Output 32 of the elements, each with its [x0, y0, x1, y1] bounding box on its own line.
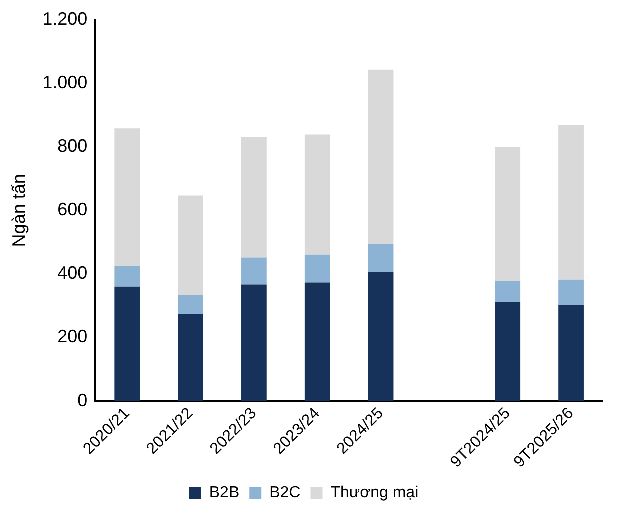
- bar: [304, 134, 330, 255]
- bar: [558, 126, 584, 280]
- bar: [368, 272, 394, 402]
- bar: [368, 244, 394, 272]
- bar: [495, 302, 521, 402]
- bar: [368, 70, 394, 244]
- bar: [114, 128, 140, 266]
- y-axis-title: Ngàn tấn: [8, 174, 29, 248]
- y-tick-label: 200: [58, 326, 88, 347]
- bar: [304, 282, 330, 402]
- bar: [558, 305, 584, 402]
- y-tick-label: 0: [78, 390, 88, 410]
- y-tick-label: 600: [58, 200, 88, 220]
- legend-label: B2C: [270, 484, 301, 502]
- bar: [178, 314, 204, 402]
- bar: [495, 147, 521, 282]
- bar: [558, 280, 584, 306]
- legend-label: Thương mại: [330, 484, 419, 502]
- bar: [242, 258, 267, 285]
- bar: [242, 284, 267, 402]
- y-tick-label: 800: [58, 136, 88, 156]
- bar: [495, 281, 521, 302]
- y-tick-label: 1.000: [42, 72, 88, 93]
- bar: [178, 295, 204, 314]
- y-tick-label: 400: [58, 263, 88, 284]
- bar: [178, 196, 204, 296]
- bar: [114, 286, 140, 402]
- bar: [114, 266, 140, 287]
- bar: [304, 254, 330, 283]
- legend-label: B2B: [209, 484, 240, 502]
- bar: [242, 136, 267, 258]
- y-tick-label: 1.200: [42, 8, 88, 29]
